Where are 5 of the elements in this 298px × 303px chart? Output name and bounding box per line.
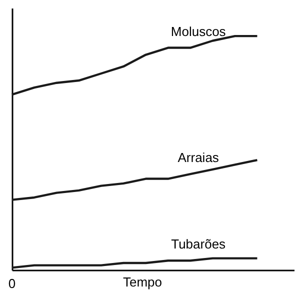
series-label: Tubarões bbox=[171, 236, 226, 252]
text: 0 bbox=[8, 276, 16, 291]
series-label: Moluscos bbox=[170, 24, 226, 39]
x-axis-title: Tempo bbox=[122, 274, 162, 290]
series-label: Arraias bbox=[178, 150, 220, 166]
